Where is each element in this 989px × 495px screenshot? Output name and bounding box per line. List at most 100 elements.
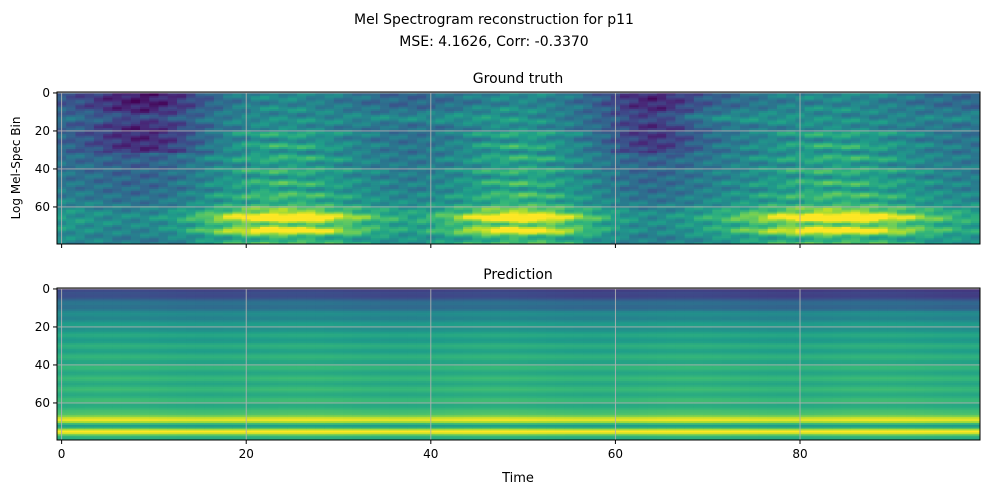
ground-truth-cell [112, 194, 123, 197]
ground-truth-cell [435, 200, 446, 203]
ground-truth-cell [389, 183, 399, 186]
ground-truth-cell [112, 166, 123, 169]
ground-truth-cell [158, 173, 169, 176]
ground-truth-cell [324, 154, 335, 157]
ground-truth-cell [361, 190, 372, 194]
ground-truth-cell [324, 131, 335, 135]
ground-truth-cell [463, 219, 473, 222]
ground-truth-cell [213, 111, 224, 114]
ground-truth-cell [287, 236, 298, 239]
ground-truth-cell [140, 173, 150, 176]
ground-truth-cell [84, 109, 95, 112]
ground-truth-cell [195, 183, 206, 186]
ground-truth-cell [66, 147, 76, 150]
ground-truth-cell [306, 105, 316, 108]
ground-truth-cell [324, 204, 335, 207]
ground-truth-cell [463, 181, 473, 184]
ground-truth-cell [195, 124, 206, 127]
ground-truth-cell [93, 200, 104, 203]
ground-truth-cell [158, 99, 169, 102]
ground-truth-cell [324, 196, 335, 199]
ground-truth-cell [296, 147, 307, 150]
ground-truth-cell [380, 107, 390, 110]
ground-truth-cell [66, 139, 76, 142]
ground-truth-cell [389, 236, 399, 239]
ground-truth-cell [416, 213, 427, 216]
ground-truth-cell [103, 221, 113, 224]
ground-truth-cell [158, 171, 169, 175]
ground-truth-cell [84, 207, 95, 211]
ground-truth-cell [287, 150, 298, 154]
ground-truth-cell [463, 236, 473, 239]
ground-truth-cell [370, 114, 381, 118]
ground-truth-cell [269, 131, 279, 135]
ground-truth-cell [361, 124, 372, 127]
ground-truth-cell [343, 173, 353, 176]
ground-truth-cell [204, 217, 215, 220]
ground-truth-cell [370, 202, 381, 205]
ground-truth-cell [389, 164, 399, 167]
ground-truth-cell [121, 219, 132, 222]
ground-truth-cell [472, 219, 482, 222]
ground-truth-cell [444, 207, 455, 211]
ground-truth-cell [453, 95, 464, 99]
ground-truth-cell [213, 101, 224, 104]
ground-truth-cell [158, 95, 169, 99]
ground-truth-cell [269, 171, 279, 175]
ground-truth-cell [444, 105, 455, 108]
ground-truth-cell [195, 226, 206, 230]
ground-truth-cell [352, 150, 362, 154]
ground-truth-cell [315, 179, 326, 182]
ground-truth-cell [278, 109, 289, 112]
ground-truth-cell [435, 166, 446, 169]
ground-truth-cell [306, 93, 316, 97]
ground-truth-cell [260, 175, 270, 178]
ground-truth-cell [204, 139, 215, 142]
ground-truth-cell [416, 171, 427, 175]
ground-truth-cell [232, 242, 242, 245]
ground-truth-cell [389, 107, 399, 110]
ground-truth-cell [250, 156, 261, 159]
ground-truth-cell [287, 181, 298, 184]
ground-truth-cell [84, 187, 95, 190]
ground-truth-cell [204, 179, 215, 182]
ground-truth-cell [140, 213, 150, 216]
ground-truth-cell [444, 215, 455, 218]
ground-truth-cell [444, 139, 455, 142]
ground-truth-cell [453, 187, 464, 190]
ground-truth-cell [75, 240, 86, 243]
ground-truth-cell [223, 242, 233, 245]
ground-truth-cell [481, 194, 492, 197]
ground-truth-cell [186, 99, 196, 102]
ground-truth-cell [186, 230, 196, 233]
ground-truth-cell [260, 185, 270, 188]
ground-truth-cell [352, 236, 362, 239]
ground-truth-cell [278, 183, 289, 186]
ground-truth-cell [490, 198, 501, 201]
ground-truth-cell [380, 99, 390, 102]
ground-truth-cell [296, 211, 307, 214]
ground-truth-cell [463, 126, 473, 129]
ground-truth-cell [398, 164, 409, 167]
ground-truth-cell [75, 166, 86, 169]
ground-truth-cell [204, 228, 215, 232]
ground-truth-cell [232, 181, 242, 184]
ground-truth-cell [269, 183, 279, 186]
ground-truth-cell [93, 217, 104, 220]
ground-truth-cell [167, 107, 178, 110]
ground-truth-cell [130, 116, 141, 119]
ground-truth-cell [260, 200, 270, 203]
ground-truth-cell [463, 105, 473, 108]
ground-truth-cell [195, 185, 206, 188]
ground-truth-cell [435, 207, 446, 211]
ground-truth-cell [398, 135, 409, 138]
ground-truth-cell [398, 198, 409, 201]
ground-truth-cell [84, 236, 95, 239]
ground-truth-cell [66, 219, 76, 222]
ground-truth-cell [232, 143, 242, 146]
ground-truth-cell [84, 200, 95, 203]
ground-truth-cell [343, 198, 353, 201]
ground-truth-cell [158, 211, 169, 214]
ground-truth-cell [269, 133, 279, 137]
ground-truth-cell [103, 242, 113, 245]
